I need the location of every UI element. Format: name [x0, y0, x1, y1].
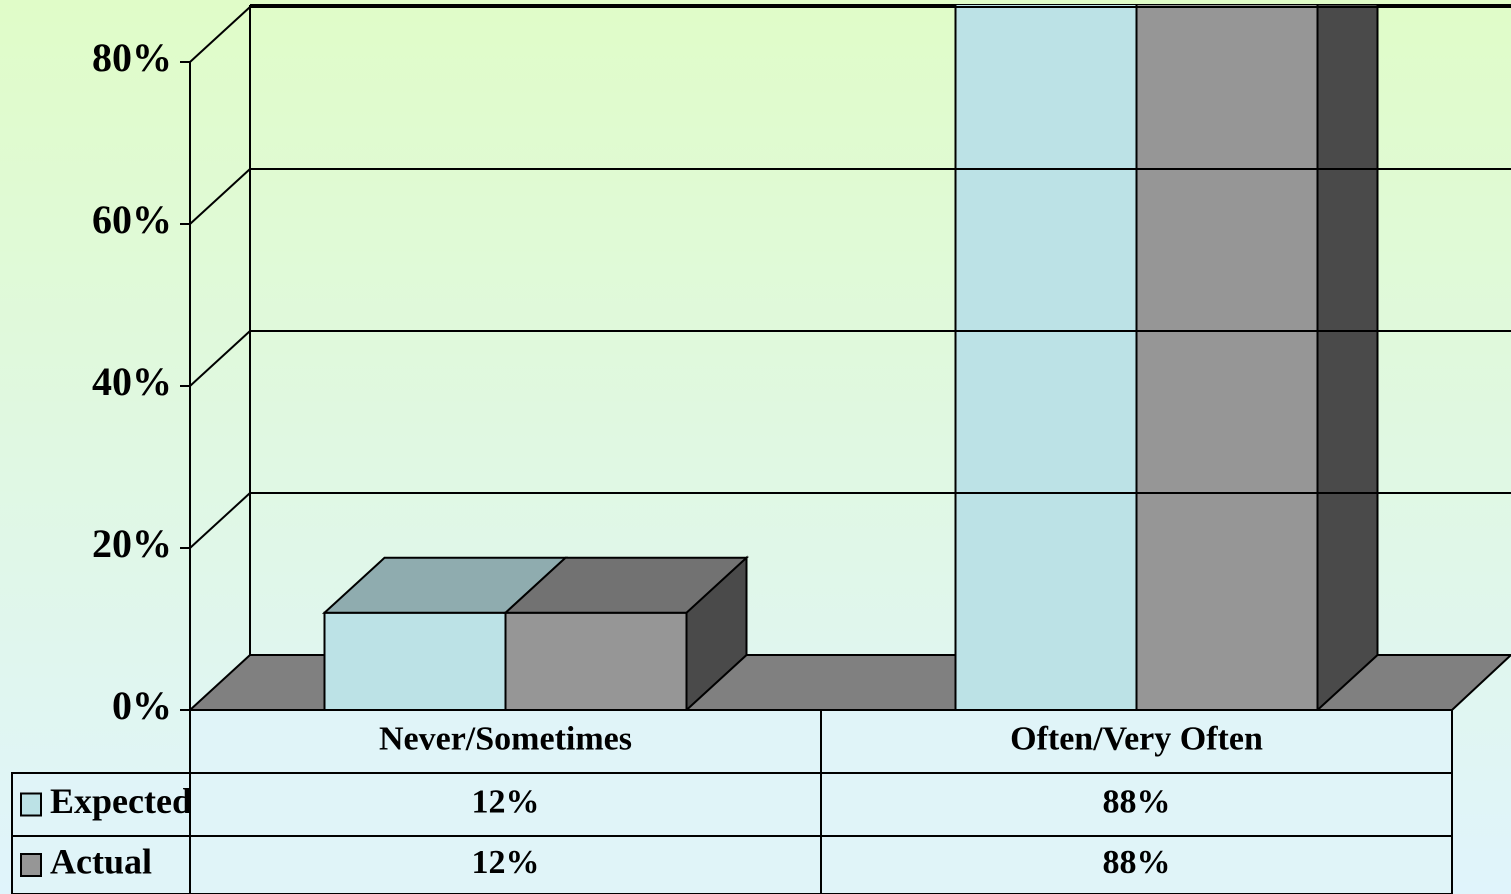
y-tick-label: 60%: [92, 197, 172, 242]
y-tick-label: 40%: [92, 359, 172, 404]
legend-label: Expected: [50, 781, 192, 821]
x-tick-label: Never/Sometimes: [379, 720, 632, 757]
table-cell: [189, 709, 822, 774]
bar-front: [954, 5, 1138, 711]
bar: [502, 555, 750, 711]
grid-line: [189, 492, 251, 549]
bar: [1135, 5, 1379, 711]
table-cell: [820, 772, 1453, 837]
bar-side: [1316, 5, 1379, 711]
data-label: 88%: [1103, 844, 1171, 881]
table-cell: [820, 835, 1453, 894]
table-cell: [189, 835, 822, 894]
data-label: 12%: [472, 783, 540, 820]
bar-front: [323, 611, 507, 711]
grid-line: [189, 330, 251, 387]
data-label: 12%: [472, 844, 540, 881]
y-tick-label: 20%: [92, 521, 172, 566]
legend-label: Actual: [50, 841, 152, 881]
legend-swatch: [20, 853, 42, 877]
grid-line: [189, 6, 251, 63]
x-tick-label: Often/Very Often: [1010, 720, 1263, 757]
data-label: 88%: [1103, 783, 1171, 820]
bar-front: [504, 611, 688, 711]
bar-side: [685, 555, 748, 711]
y-tick-label: 80%: [92, 35, 172, 80]
grid-line: [189, 168, 251, 225]
bar: [321, 556, 569, 711]
y-tick-label: 0%: [112, 683, 172, 728]
bar-front: [1135, 5, 1319, 711]
legend-swatch: [20, 792, 42, 817]
table-cell: [189, 772, 822, 837]
table-cell: [820, 709, 1453, 774]
